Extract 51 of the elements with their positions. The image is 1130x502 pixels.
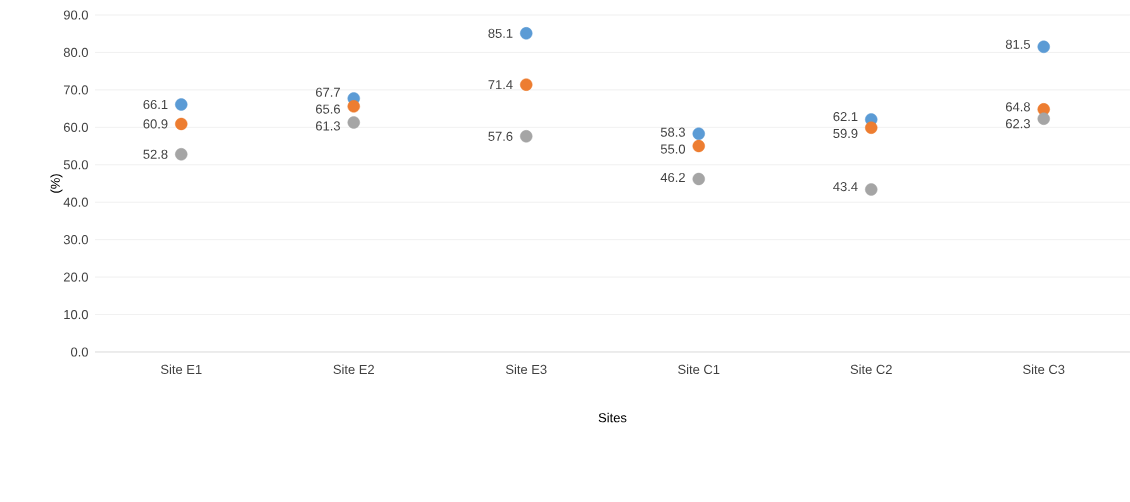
- data-label: 59.9: [833, 128, 858, 139]
- point: [1037, 112, 1050, 125]
- data-label: 52.8: [143, 149, 168, 159]
- x-tick-label: Site E3: [505, 364, 547, 375]
- y-axis-title: (%): [50, 174, 63, 193]
- data-label: 46.2: [660, 172, 685, 183]
- data-label: 61.3: [316, 121, 340, 131]
- point: [692, 127, 705, 140]
- data-label: 81.5: [1005, 39, 1030, 49]
- data-label: 64.8: [1005, 102, 1030, 112]
- x-tick-label: Site C1: [678, 364, 720, 375]
- data-label: 85.1: [488, 28, 513, 38]
- x-tick-label: Site E2: [333, 364, 374, 375]
- y-tick-label: 60.0: [63, 122, 88, 132]
- data-label: 58.3: [660, 127, 685, 137]
- y-tick-label: 0.0: [70, 347, 88, 357]
- point: [520, 78, 533, 91]
- point: [865, 121, 878, 134]
- y-tick-label: 40.0: [63, 197, 88, 207]
- y-tick-label: 90.0: [63, 10, 88, 20]
- data-label: 62.1: [833, 112, 858, 122]
- data-label: 66.1: [143, 99, 168, 110]
- point: [520, 27, 533, 40]
- point: [692, 139, 705, 153]
- point: [175, 148, 188, 161]
- point: [1037, 40, 1050, 54]
- y-tick-label: 20.0: [63, 272, 88, 282]
- data-label: 67.7: [316, 87, 340, 97]
- point: [692, 172, 705, 186]
- data-label: 57.6: [488, 131, 513, 141]
- y-tick-label: 50.0: [63, 160, 88, 170]
- y-tick-label: 80.0: [63, 47, 88, 58]
- point: [175, 98, 188, 111]
- x-tick-label: Site C3: [1023, 364, 1065, 375]
- y-tick-label: 70.0: [63, 85, 88, 95]
- x-tick-label: Site C2: [850, 364, 892, 375]
- data-label: 65.6: [316, 104, 340, 114]
- point: [175, 117, 188, 131]
- data-label: 71.4: [488, 80, 513, 90]
- data-label: 60.9: [143, 119, 168, 129]
- data-label: 62.3: [1005, 119, 1030, 129]
- point: [347, 100, 360, 113]
- y-tick-label: 30.0: [63, 235, 88, 245]
- x-axis-title: Sites: [598, 412, 627, 423]
- data-label: 43.4: [833, 182, 858, 192]
- point: [520, 130, 533, 143]
- x-tick-label: Site E1: [160, 364, 202, 375]
- point: [865, 183, 878, 196]
- point: [347, 116, 360, 129]
- data-label: 55.0: [660, 144, 686, 154]
- y-tick-label: 10.0: [64, 309, 88, 320]
